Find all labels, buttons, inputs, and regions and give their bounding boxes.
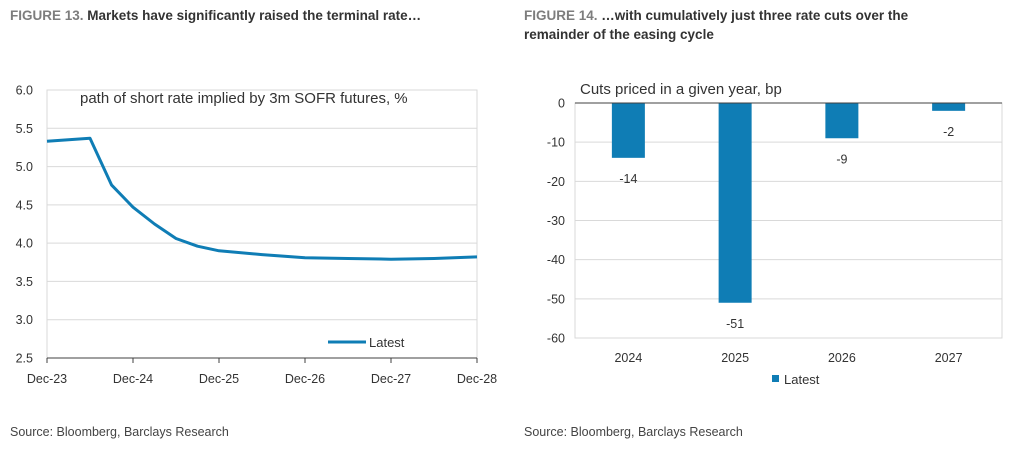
bar-chart-x-tick-label: 2024: [614, 351, 642, 365]
figure-13-number: FIGURE 13.: [10, 8, 84, 23]
bar-chart-title: Cuts priced in a given year, bp: [580, 81, 782, 98]
figure-14-number: FIGURE 14.: [524, 8, 598, 23]
bar-chart-bars: [611, 103, 966, 303]
line-chart-y-tick-label: 4.0: [16, 237, 33, 251]
line-chart-x-tick-label: Dec-25: [199, 372, 239, 386]
line-chart-y-tick-label: 3.0: [16, 313, 33, 327]
bar-chart-y-tick-label: -30: [547, 214, 565, 228]
line-chart-y-tick-label: 5.5: [16, 122, 33, 136]
bar-chart-x-tick-label: 2027: [935, 351, 963, 365]
figure-14-title: FIGURE 14. …with cumulatively just three…: [524, 6, 908, 44]
bar-data-label-2025: -51: [726, 317, 744, 331]
bar-data-label-2026: -9: [836, 152, 847, 166]
bar-chart-gridlines: [575, 141, 1002, 300]
line-chart-y-tick-label: 4.5: [16, 198, 33, 212]
bar-chart-y-tick-labels: 0 -10 -20 -30 -40 -50 -60: [547, 97, 565, 346]
bar-chart-y-tick-label: -60: [547, 332, 565, 346]
line-chart-x-tick-label: Dec-23: [27, 372, 67, 386]
bar-chart-x-tick-label: 2026: [828, 351, 856, 365]
line-chart-x-tick-label: Dec-28: [457, 372, 497, 386]
line-chart: 6.05.55.04.54.03.53.02.5 Dec-23 Dec-24 Dec…: [16, 84, 498, 387]
figure-14-source: Source: Bloomberg, Barclays Research: [524, 425, 743, 439]
bar-chart-data-labels: -14 -51 -9 -2: [619, 125, 954, 331]
bar-data-label-2027: -2: [943, 125, 954, 139]
bar-chart-x-tick-label: 2025: [721, 351, 749, 365]
bar-data-label-2024: -14: [619, 172, 637, 186]
line-chart-legend-label: Latest: [369, 335, 405, 350]
figure-13-source: Source: Bloomberg, Barclays Research: [10, 425, 229, 439]
bar-2026: [825, 103, 859, 139]
bar-chart: 0-10-20-30-40-50-60 -14-51-9-2 2024 2025 2…: [547, 81, 1003, 387]
figure-13-title-text: Markets have significantly raised the te…: [87, 8, 422, 23]
figure-14-title-line-2: remainder of the easing cycle: [524, 27, 714, 42]
bar-chart-x-tick-labels: 2024 2025 2026 2027: [614, 351, 962, 365]
bar-chart-legend-label: Latest: [784, 372, 820, 387]
line-series-latest: [46, 136, 478, 261]
line-chart-y-tick-label: 2.5: [16, 352, 33, 366]
line-chart-y-tick-label: 5.0: [16, 160, 33, 174]
bar-chart-y-tick-label: -10: [547, 136, 565, 150]
line-chart-y-tick-label: 3.5: [16, 275, 33, 289]
bar-2025: [718, 103, 752, 303]
line-chart-plot-border: [46, 89, 478, 359]
line-chart-x-tick-label: Dec-24: [113, 372, 153, 386]
line-chart-y-tick-label: 6.0: [16, 84, 33, 98]
line-chart-y-tick-labels: 6.0 5.5 5.0 4.5 4.0 3.5 3.0 2.5: [16, 84, 33, 366]
bar-chart-legend-swatch: [772, 375, 779, 382]
bar-chart-y-tick-label: -20: [547, 175, 565, 189]
bar-2024: [611, 103, 645, 158]
bar-chart-y-tick-label: -50: [547, 292, 565, 306]
line-chart-x-tick-label: Dec-27: [371, 372, 411, 386]
line-chart-x-tick-labels: Dec-23 Dec-24 Dec-25 Dec-26 Dec-27 Dec-28: [27, 358, 497, 386]
line-chart-x-tick-label: Dec-26: [285, 372, 325, 386]
line-chart-title: path of short rate implied by 3m SOFR fu…: [80, 90, 408, 107]
bar-chart-y-tick-label: -40: [547, 253, 565, 267]
figure-13-title: FIGURE 13. Markets have significantly ra…: [10, 6, 421, 25]
line-chart-gridlines: [47, 127, 477, 321]
bar-chart-y-tick-label: 0: [558, 97, 565, 111]
bar-2027: [932, 103, 966, 111]
figure-14-title-line-1: …with cumulatively just three rate cuts …: [601, 8, 909, 23]
